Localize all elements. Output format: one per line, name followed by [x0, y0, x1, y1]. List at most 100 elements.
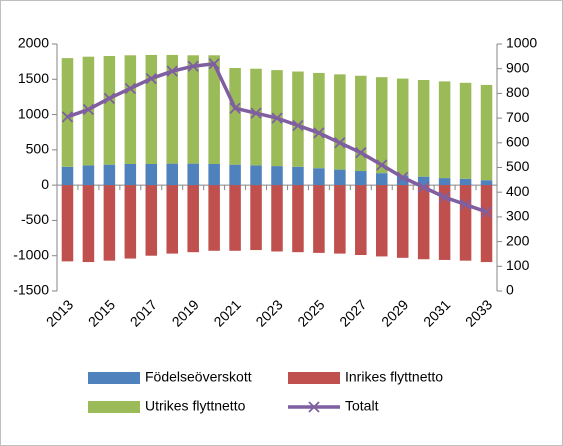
bar	[208, 185, 220, 251]
y-tick-label: 500	[26, 141, 50, 157]
bar	[145, 185, 158, 256]
line-marker	[438, 191, 451, 203]
bar	[417, 185, 430, 260]
line-marker	[250, 107, 262, 119]
bar	[229, 164, 241, 186]
y2-tick-label: 600	[506, 134, 530, 150]
legend-label: Födelseöverskott	[145, 369, 252, 385]
bar	[396, 78, 409, 176]
bar	[334, 74, 346, 170]
bar	[250, 68, 262, 166]
bar	[229, 67, 241, 165]
y2-tick-label: 400	[506, 183, 530, 199]
bar	[124, 55, 137, 164]
bar	[459, 185, 472, 261]
bar	[145, 163, 158, 186]
bar	[82, 185, 95, 263]
bar	[124, 185, 137, 259]
bar	[334, 169, 346, 186]
line-marker	[208, 58, 220, 70]
bar	[480, 84, 493, 181]
line-marker	[271, 112, 283, 124]
y2-tick-label: 900	[506, 59, 530, 75]
line-marker	[480, 206, 493, 218]
y2-tick-label: 500	[506, 158, 530, 174]
bar	[103, 164, 116, 186]
bar	[459, 178, 472, 186]
y-tick-label: 2000	[18, 35, 49, 51]
bar	[250, 165, 262, 186]
bar	[229, 185, 241, 251]
bar	[103, 185, 116, 261]
bar	[313, 72, 325, 169]
y2-tick-label: 300	[506, 208, 530, 224]
line-marker	[82, 103, 95, 116]
bar	[459, 82, 472, 179]
line-marker	[187, 60, 199, 72]
line-marker	[313, 127, 325, 139]
line-marker	[61, 111, 74, 123]
bar	[355, 171, 367, 186]
bar	[334, 185, 346, 254]
legend-label: Totalt	[345, 398, 379, 414]
bar	[417, 176, 430, 186]
bar	[187, 185, 199, 253]
y2-tick-label: 700	[506, 109, 530, 125]
bar	[292, 71, 304, 167]
bar	[417, 79, 430, 177]
y2-tick-label: 200	[506, 232, 530, 248]
bar	[355, 185, 367, 256]
legend-swatch	[88, 372, 140, 384]
bar	[292, 166, 304, 186]
bar	[376, 173, 388, 186]
legend-swatch	[288, 372, 340, 384]
bar	[166, 163, 178, 186]
y-tick-label: 0	[41, 176, 49, 192]
bar	[166, 54, 178, 164]
bar	[61, 166, 74, 186]
y-tick-label: -1000	[13, 246, 49, 262]
legend-label: Utrikes flyttnetto	[145, 398, 246, 414]
line-marker	[103, 92, 116, 104]
legend-swatch	[88, 401, 140, 413]
bar	[313, 168, 325, 186]
bar	[187, 55, 199, 164]
line-marker	[124, 82, 136, 95]
line-marker	[459, 198, 472, 211]
bar	[396, 175, 409, 186]
bar	[313, 185, 325, 253]
bar	[103, 55, 116, 165]
bar	[124, 163, 137, 186]
line-marker	[145, 72, 157, 85]
bar	[438, 81, 451, 179]
y-tick-label: -1500	[13, 282, 49, 298]
y2-tick-label: 800	[506, 84, 530, 100]
y2-tick-label: 1000	[506, 35, 537, 51]
legend-label: Inrikes flyttnetto	[345, 369, 443, 385]
bar	[396, 185, 409, 258]
bar	[145, 54, 158, 164]
bar	[61, 58, 74, 167]
line-marker	[292, 119, 304, 132]
bar	[376, 185, 388, 257]
bar	[61, 185, 74, 262]
bar	[271, 185, 283, 252]
y-tick-label: 1000	[18, 105, 49, 121]
bar	[292, 185, 304, 253]
y2-tick-label: 0	[506, 282, 514, 298]
bar	[438, 178, 451, 186]
bar	[480, 185, 493, 263]
line-marker	[376, 159, 388, 171]
bar	[480, 180, 493, 186]
legend-marker	[308, 401, 320, 413]
bar	[82, 165, 95, 186]
line-marker	[355, 147, 367, 159]
y-tick-label: 1500	[18, 70, 49, 86]
bar	[166, 185, 178, 254]
bar	[187, 163, 199, 186]
bar	[355, 75, 367, 172]
bar	[271, 166, 283, 186]
bar	[208, 163, 220, 186]
line-marker	[166, 65, 178, 77]
